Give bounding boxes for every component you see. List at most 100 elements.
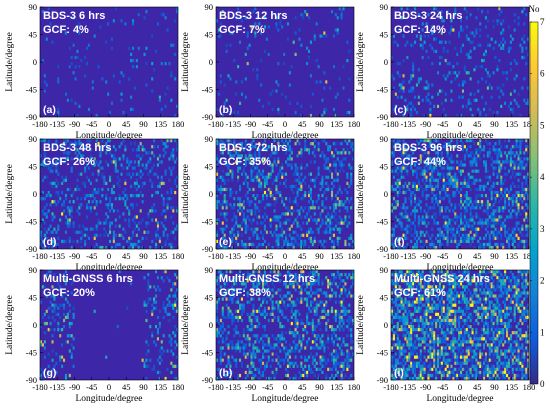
heatmap-cell: [288, 148, 291, 152]
heatmap-cell: [325, 312, 328, 316]
heatmap-cell: [112, 239, 115, 244]
heatmap-cell: [300, 373, 303, 378]
heatmap-cell: [55, 312, 58, 316]
heatmap-cell: [239, 270, 242, 274]
heatmap-cell: [275, 184, 278, 189]
heatmap-cell: [479, 43, 482, 47]
heatmap-cell: [223, 142, 226, 146]
heatmap-cell: [463, 224, 466, 228]
heatmap-cell: [477, 239, 480, 244]
heatmap-cell: [124, 187, 127, 192]
heatmap-cell: [511, 194, 514, 198]
heatmap-cell: [444, 113, 447, 118]
heatmap-cell: [40, 236, 43, 240]
heatmap-cell: [392, 139, 395, 143]
heatmap-cell: [336, 178, 339, 182]
heatmap-cell: [308, 148, 311, 152]
heatmap-cell: [469, 218, 472, 222]
heatmap-cell: [55, 166, 58, 170]
heatmap-cell: [438, 200, 441, 204]
heatmap-cell: [417, 101, 420, 105]
heatmap-cell: [265, 282, 268, 286]
heatmap-cell: [402, 163, 405, 167]
heatmap-cell: [254, 22, 257, 26]
heatmap-cell: [511, 169, 514, 173]
heatmap-cell: [319, 358, 322, 362]
x-tick-label: 135: [505, 119, 518, 129]
heatmap-cell: [460, 239, 463, 244]
heatmap-cell: [229, 361, 232, 365]
heatmap-cell: [315, 346, 318, 350]
heatmap-cell: [51, 367, 54, 371]
heatmap-cell: [498, 160, 501, 164]
heatmap-cell: [346, 172, 349, 176]
heatmap-cell: [350, 373, 353, 378]
heatmap-cell: [394, 187, 397, 192]
heatmap-cell: [521, 86, 524, 90]
heatmap-cell: [346, 364, 349, 368]
heatmap-cell: [427, 92, 430, 96]
heatmap-cell: [414, 230, 417, 234]
heatmap-cell: [500, 154, 503, 158]
heatmap-cell: [327, 175, 330, 179]
x-axis-label: Longitude/degree: [251, 394, 318, 404]
heatmap-cell: [327, 157, 330, 161]
heatmap-cell: [402, 145, 405, 149]
heatmap-cell: [346, 361, 349, 365]
heatmap-cell: [433, 178, 436, 182]
heatmap-cell: [306, 285, 309, 289]
heatmap-cell: [258, 236, 261, 240]
heatmap-cell: [246, 175, 249, 179]
heatmap-cell: [147, 160, 150, 164]
heatmap-cell: [145, 166, 148, 170]
heatmap-cell: [461, 83, 464, 87]
heatmap-cell: [219, 187, 222, 192]
heatmap-cell: [164, 239, 167, 244]
heatmap-cell: [325, 142, 328, 146]
heatmap-cell: [404, 209, 407, 213]
heatmap-cell: [304, 288, 307, 292]
heatmap-cell: [279, 306, 282, 310]
heatmap-cell: [156, 190, 159, 195]
heatmap-cell: [174, 178, 177, 182]
heatmap-cell: [419, 184, 422, 189]
heatmap-cell: [444, 236, 447, 240]
heatmap-cell: [160, 212, 163, 216]
heatmap-cell: [97, 163, 100, 167]
x-tick-label: -180: [383, 119, 399, 129]
heatmap-cell: [229, 270, 232, 274]
heatmap-cell: [317, 194, 320, 198]
heatmap-cell: [279, 309, 282, 313]
heatmap-cell: [346, 190, 349, 195]
heatmap-cell: [263, 25, 266, 29]
heatmap-cell: [105, 145, 108, 149]
heatmap-cell: [296, 297, 299, 301]
heatmap-cell: [456, 142, 459, 146]
x-tick-label: 45: [122, 251, 131, 261]
heatmap-cell: [481, 95, 484, 99]
heatmap-cell: [47, 328, 50, 332]
heatmap-cell: [162, 303, 165, 307]
heatmap-cell: [288, 343, 291, 347]
heatmap-cell: [242, 352, 245, 356]
heatmap-cell: [225, 187, 228, 192]
heatmap-cell: [294, 325, 297, 329]
heatmap-cell: [325, 215, 328, 219]
heatmap-cell: [344, 242, 347, 247]
heatmap-cell: [45, 373, 48, 378]
heatmap-cell: [99, 166, 102, 170]
heatmap-cell: [135, 187, 138, 192]
heatmap-cell: [221, 309, 224, 313]
heatmap-cell: [172, 209, 175, 213]
heatmap-cell: [437, 92, 440, 96]
heatmap-cell: [334, 245, 337, 250]
heatmap-cell: [469, 55, 472, 60]
heatmap-cell: [327, 160, 330, 164]
heatmap-cell: [311, 218, 314, 222]
heatmap-cell: [231, 291, 234, 295]
heatmap-cell: [309, 142, 312, 146]
heatmap-cell: [262, 104, 265, 108]
heatmap-cell: [229, 309, 232, 313]
heatmap-cell: [475, 65, 478, 69]
